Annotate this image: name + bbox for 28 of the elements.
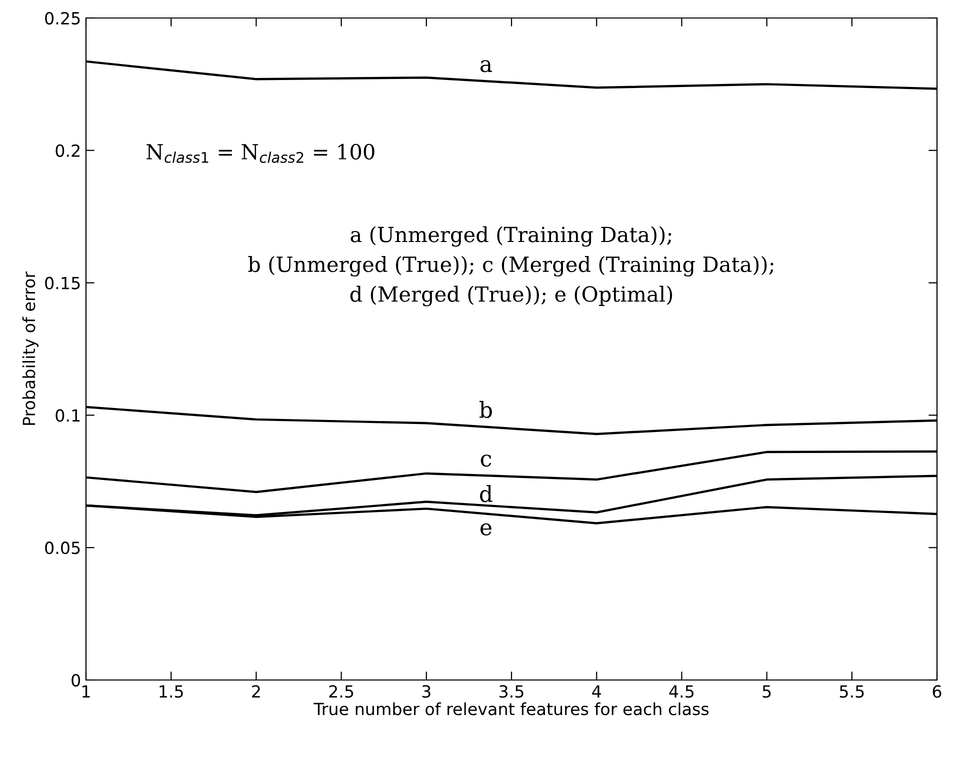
series-label: c <box>480 454 492 467</box>
series-label: b <box>479 400 492 418</box>
annotation: d (Merged (True)); e (Optimal) <box>350 286 672 306</box>
y-tick-label: 0.25 <box>45 12 80 25</box>
series-label: d <box>480 485 492 502</box>
x-tick-label: 2.5 <box>329 685 354 698</box>
series-label: e <box>480 523 492 536</box>
annotation: b (Unmerged (True)); c (Merged (Training Data)); <box>248 256 774 276</box>
x-tick-label: 2 <box>252 685 260 698</box>
series-label: a <box>480 60 492 72</box>
y-tick-label: 0.15 <box>45 276 80 290</box>
y-axis-title: Probability of error <box>22 271 38 425</box>
x-axis-title: True number of relevant features for each class <box>314 702 709 716</box>
x-tick-label: 1.5 <box>160 685 183 698</box>
y-tick-label: 0.2 <box>56 144 80 157</box>
annotation: N$_{class1}$ = N$_{class2}$ = 100 <box>146 144 374 163</box>
x-tick-label: 3.5 <box>500 685 524 698</box>
y-tick-label: 0.1 <box>56 409 80 422</box>
x-tick-label: 4 <box>592 685 601 698</box>
x-tick-label: 3 <box>422 685 430 698</box>
x-tick-label: 4.5 <box>669 685 694 698</box>
x-tick-label: 5.5 <box>840 685 864 698</box>
x-tick-label: 6 <box>932 685 942 698</box>
y-tick-label: 0 <box>72 674 80 687</box>
x-tick-label: 1 <box>82 685 90 698</box>
y-tick-label: 0.05 <box>45 542 80 554</box>
annotation: a (Unmerged (Training Data)); <box>350 226 672 247</box>
x-tick-label: 5 <box>762 685 771 698</box>
